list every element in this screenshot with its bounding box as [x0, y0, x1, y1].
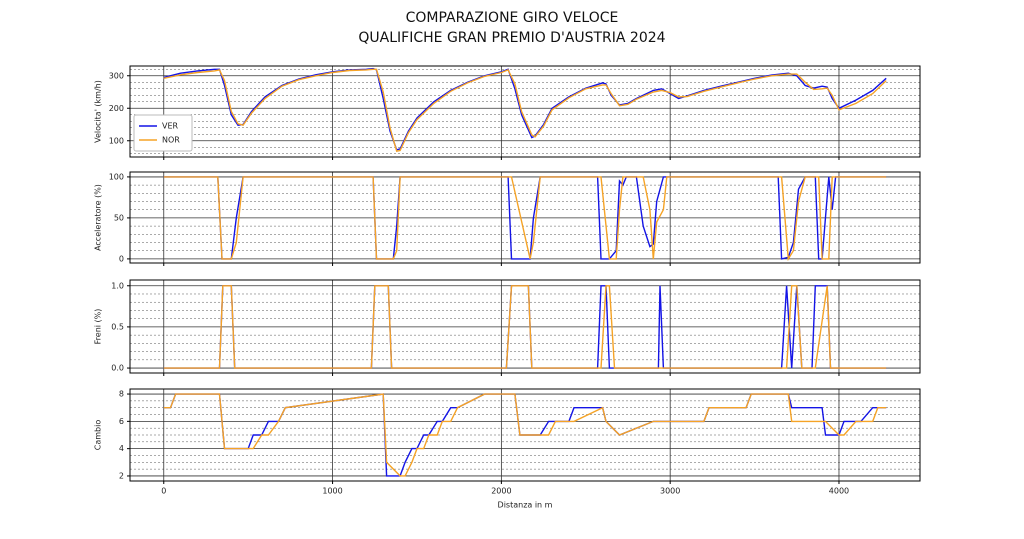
- legend-box: [133, 114, 193, 152]
- legend-label: VER: [162, 122, 179, 131]
- series-line: [163, 176, 887, 262]
- y-axis-label: Velocita' (km/h): [94, 80, 103, 143]
- y-axis-label: Acceleratore (%): [94, 184, 103, 251]
- series-line: [163, 285, 887, 369]
- x-tick-label: 1000: [322, 487, 342, 496]
- x-tick-label: 4000: [829, 487, 849, 496]
- x-tick-label: 0: [161, 487, 166, 496]
- y-tick-label: 300: [109, 71, 124, 80]
- y-tick-label: 4: [119, 444, 124, 453]
- y-tick-label: 0.0: [111, 364, 124, 373]
- plot-frame: [129, 279, 921, 374]
- y-axis-label: Cambio: [94, 420, 103, 451]
- y-tick-label: 2: [119, 471, 124, 480]
- y-tick-label: 50: [114, 213, 124, 222]
- x-tick-label: 2000: [491, 487, 511, 496]
- plot-frame: [129, 171, 921, 264]
- series-line: [163, 393, 887, 477]
- x-axis-label: Distanza in m: [498, 501, 553, 510]
- y-axis-label: Freni (%): [94, 309, 103, 345]
- title-line: COMPARAZIONE GIRO VELOCE: [406, 10, 619, 26]
- plot-frame: [129, 65, 921, 158]
- y-tick-label: 8: [119, 390, 124, 399]
- y-tick-label: 0.5: [111, 322, 124, 331]
- legend-label: NOR: [162, 136, 180, 145]
- series-line: [163, 68, 887, 153]
- x-tick-label: 3000: [660, 487, 680, 496]
- y-tick-label: 100: [109, 172, 124, 181]
- y-tick-label: 1.0: [111, 281, 124, 290]
- title-line: QUALIFICHE GRAN PREMIO D'AUSTRIA 2024: [358, 30, 665, 46]
- y-tick-label: 100: [109, 136, 124, 145]
- plot-frame: [129, 388, 921, 482]
- y-tick-label: 6: [119, 417, 124, 426]
- y-tick-label: 0: [119, 254, 124, 263]
- y-tick-label: 200: [109, 104, 124, 113]
